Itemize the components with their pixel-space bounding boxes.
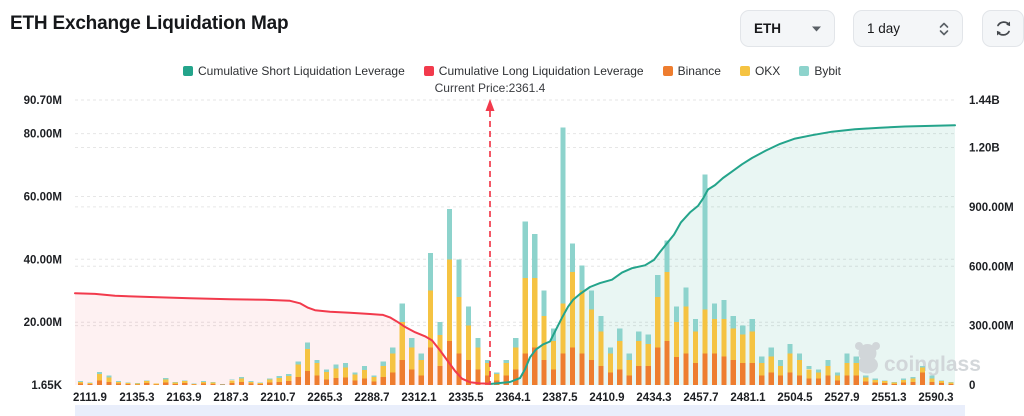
svg-text:2187.3: 2187.3 [213,392,248,404]
svg-text:2410.9: 2410.9 [589,392,624,404]
left-axis-labels: 90.70M 80.00M 60.00M 40.00M 20.00M 1.65K [24,95,63,392]
svg-text:coinglass: coinglass [884,353,981,376]
legend-item-okx[interactable]: OKX [739,64,781,78]
legend-label: OKX [754,64,781,78]
refresh-icon [994,19,1013,38]
x-axis-labels: 2111.9 2135.3 2163.9 2187.3 2210.7 2265.3 2288… [73,392,954,404]
svg-text:2504.5: 2504.5 [777,392,813,404]
svg-text:2387.5: 2387.5 [542,392,578,404]
legend-item-bybit[interactable]: Bybit [799,64,841,78]
legend-swatch-long [423,66,434,76]
chevron-down-icon [812,26,821,32]
refresh-button[interactable] [982,10,1024,47]
coinglass-watermark: coinglass [855,342,981,376]
legend-item-cumulative-short[interactable]: Cumulative Short Liquidation Leverage [182,64,405,78]
svg-text:2288.7: 2288.7 [354,392,389,404]
legend-label: Binance [677,64,721,78]
liquidation-bars [78,127,954,385]
up-down-icon [939,21,949,37]
svg-text:2335.5: 2335.5 [448,392,484,404]
svg-text:2457.7: 2457.7 [683,392,718,404]
legend-label: Bybit [814,64,841,78]
symbol-select[interactable]: ETH [740,10,835,47]
svg-text:2163.9: 2163.9 [166,392,201,404]
interval-select[interactable]: 1 day [853,10,963,47]
svg-text:2312.1: 2312.1 [401,392,437,404]
current-price-label: Current Price:2361.4 [434,81,546,95]
svg-text:0: 0 [969,380,975,392]
svg-text:2135.3: 2135.3 [119,392,154,404]
legend-item-binance[interactable]: Binance [662,64,721,78]
page-title: ETH Exchange Liquidation Map [10,13,289,34]
svg-text:2527.9: 2527.9 [824,392,859,404]
svg-text:1.65K: 1.65K [31,380,62,392]
svg-text:2481.1: 2481.1 [730,392,766,404]
svg-text:1.44B: 1.44B [969,95,1000,107]
legend-swatch-binance [662,66,673,76]
zoom-slider[interactable] [75,405,965,416]
svg-text:2364.1: 2364.1 [495,392,531,404]
svg-text:80.00M: 80.00M [24,129,62,141]
svg-text:20.00M: 20.00M [24,317,62,329]
legend-label: Cumulative Long Liquidation Leverage [438,64,644,78]
svg-text:2111.9: 2111.9 [73,392,107,404]
svg-text:2551.3: 2551.3 [871,392,906,404]
svg-text:90.70M: 90.70M [24,95,62,107]
svg-text:60.00M: 60.00M [24,192,62,204]
legend-label: Cumulative Short Liquidation Leverage [197,64,405,78]
long-liquidation-area [75,293,490,385]
legend-item-cumulative-long[interactable]: Cumulative Long Liquidation Leverage [423,64,644,78]
svg-text:600.00M: 600.00M [969,261,1014,273]
svg-text:40.00M: 40.00M [24,254,62,266]
svg-text:300.00M: 300.00M [969,321,1014,333]
svg-text:2434.3: 2434.3 [636,392,671,404]
short-liquidation-area [490,125,955,386]
svg-text:2210.7: 2210.7 [260,392,295,404]
cumulative-long-line [74,292,491,385]
gridlines [75,99,955,327]
cumulative-short-line [489,124,956,385]
legend-swatch-okx [739,66,750,76]
legend: Cumulative Short Liquidation Leverage Cu… [0,64,1024,78]
legend-swatch-short [182,66,193,76]
svg-text:1.20B: 1.20B [969,143,1000,155]
current-price-arrow [485,99,495,111]
interval-select-value: 1 day [867,21,901,36]
right-axis-labels: 1.44B 1.20B 900.00M 600.00M 300.00M 0 [969,95,1014,392]
svg-text:2265.3: 2265.3 [307,392,342,404]
svg-text:900.00M: 900.00M [969,202,1014,214]
symbol-select-value: ETH [754,21,781,36]
legend-swatch-bybit [799,66,810,76]
svg-text:2590.3: 2590.3 [918,392,953,404]
